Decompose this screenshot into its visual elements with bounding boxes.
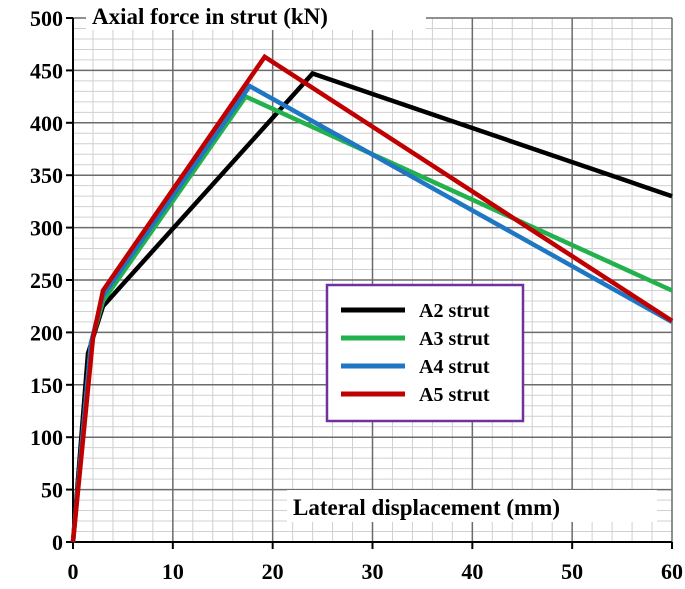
- x-axis-title-background: [287, 490, 657, 522]
- x-tick-label: 40: [461, 559, 483, 584]
- legend-label: A2 strut: [419, 300, 490, 322]
- y-tick-label: 50: [41, 478, 63, 503]
- major-grid: [72, 17, 673, 543]
- y-tick-label: 200: [30, 320, 63, 345]
- y-tick-label: 350: [30, 163, 63, 188]
- x-tick-label: 10: [162, 559, 184, 584]
- y-axis-title: Axial force in strut (kN): [92, 4, 328, 29]
- y-tick-label: 0: [52, 530, 63, 555]
- tick-labels: 0 50 100 150 200 250 300 350 400 450 500 0 10 20 30 40 5…: [30, 6, 683, 584]
- legend: A2 strut A3 strut A4 strut A5 strut: [325, 283, 525, 423]
- x-tick-label: 30: [362, 559, 384, 584]
- y-axis-title-background: [86, 0, 426, 30]
- x-axis-title-group: Lateral displacement (mm): [287, 490, 657, 522]
- y-tick-label: 250: [30, 268, 63, 293]
- x-tick-label: 0: [68, 559, 79, 584]
- legend-label: A5 strut: [419, 384, 490, 406]
- y-tick-label: 400: [30, 111, 63, 136]
- x-tick-label: 50: [561, 559, 583, 584]
- y-tick-label: 150: [30, 373, 63, 398]
- y-tick-label: 300: [30, 216, 63, 241]
- axes: [66, 17, 673, 549]
- x-tick-label: 60: [661, 559, 683, 584]
- series-lines: [70, 53, 674, 543]
- series-line-a5-strut: [70, 53, 674, 543]
- x-tick-label: 20: [262, 559, 284, 584]
- x-axis-title: Lateral displacement (mm): [293, 495, 560, 520]
- y-axis-title-group: Axial force in strut (kN): [86, 0, 426, 30]
- y-tick-label: 450: [30, 58, 63, 83]
- legend-label: A3 strut: [419, 328, 490, 350]
- y-tick-label: 500: [30, 6, 63, 31]
- y-tick-label: 100: [30, 425, 63, 450]
- legend-label: A4 strut: [419, 356, 490, 378]
